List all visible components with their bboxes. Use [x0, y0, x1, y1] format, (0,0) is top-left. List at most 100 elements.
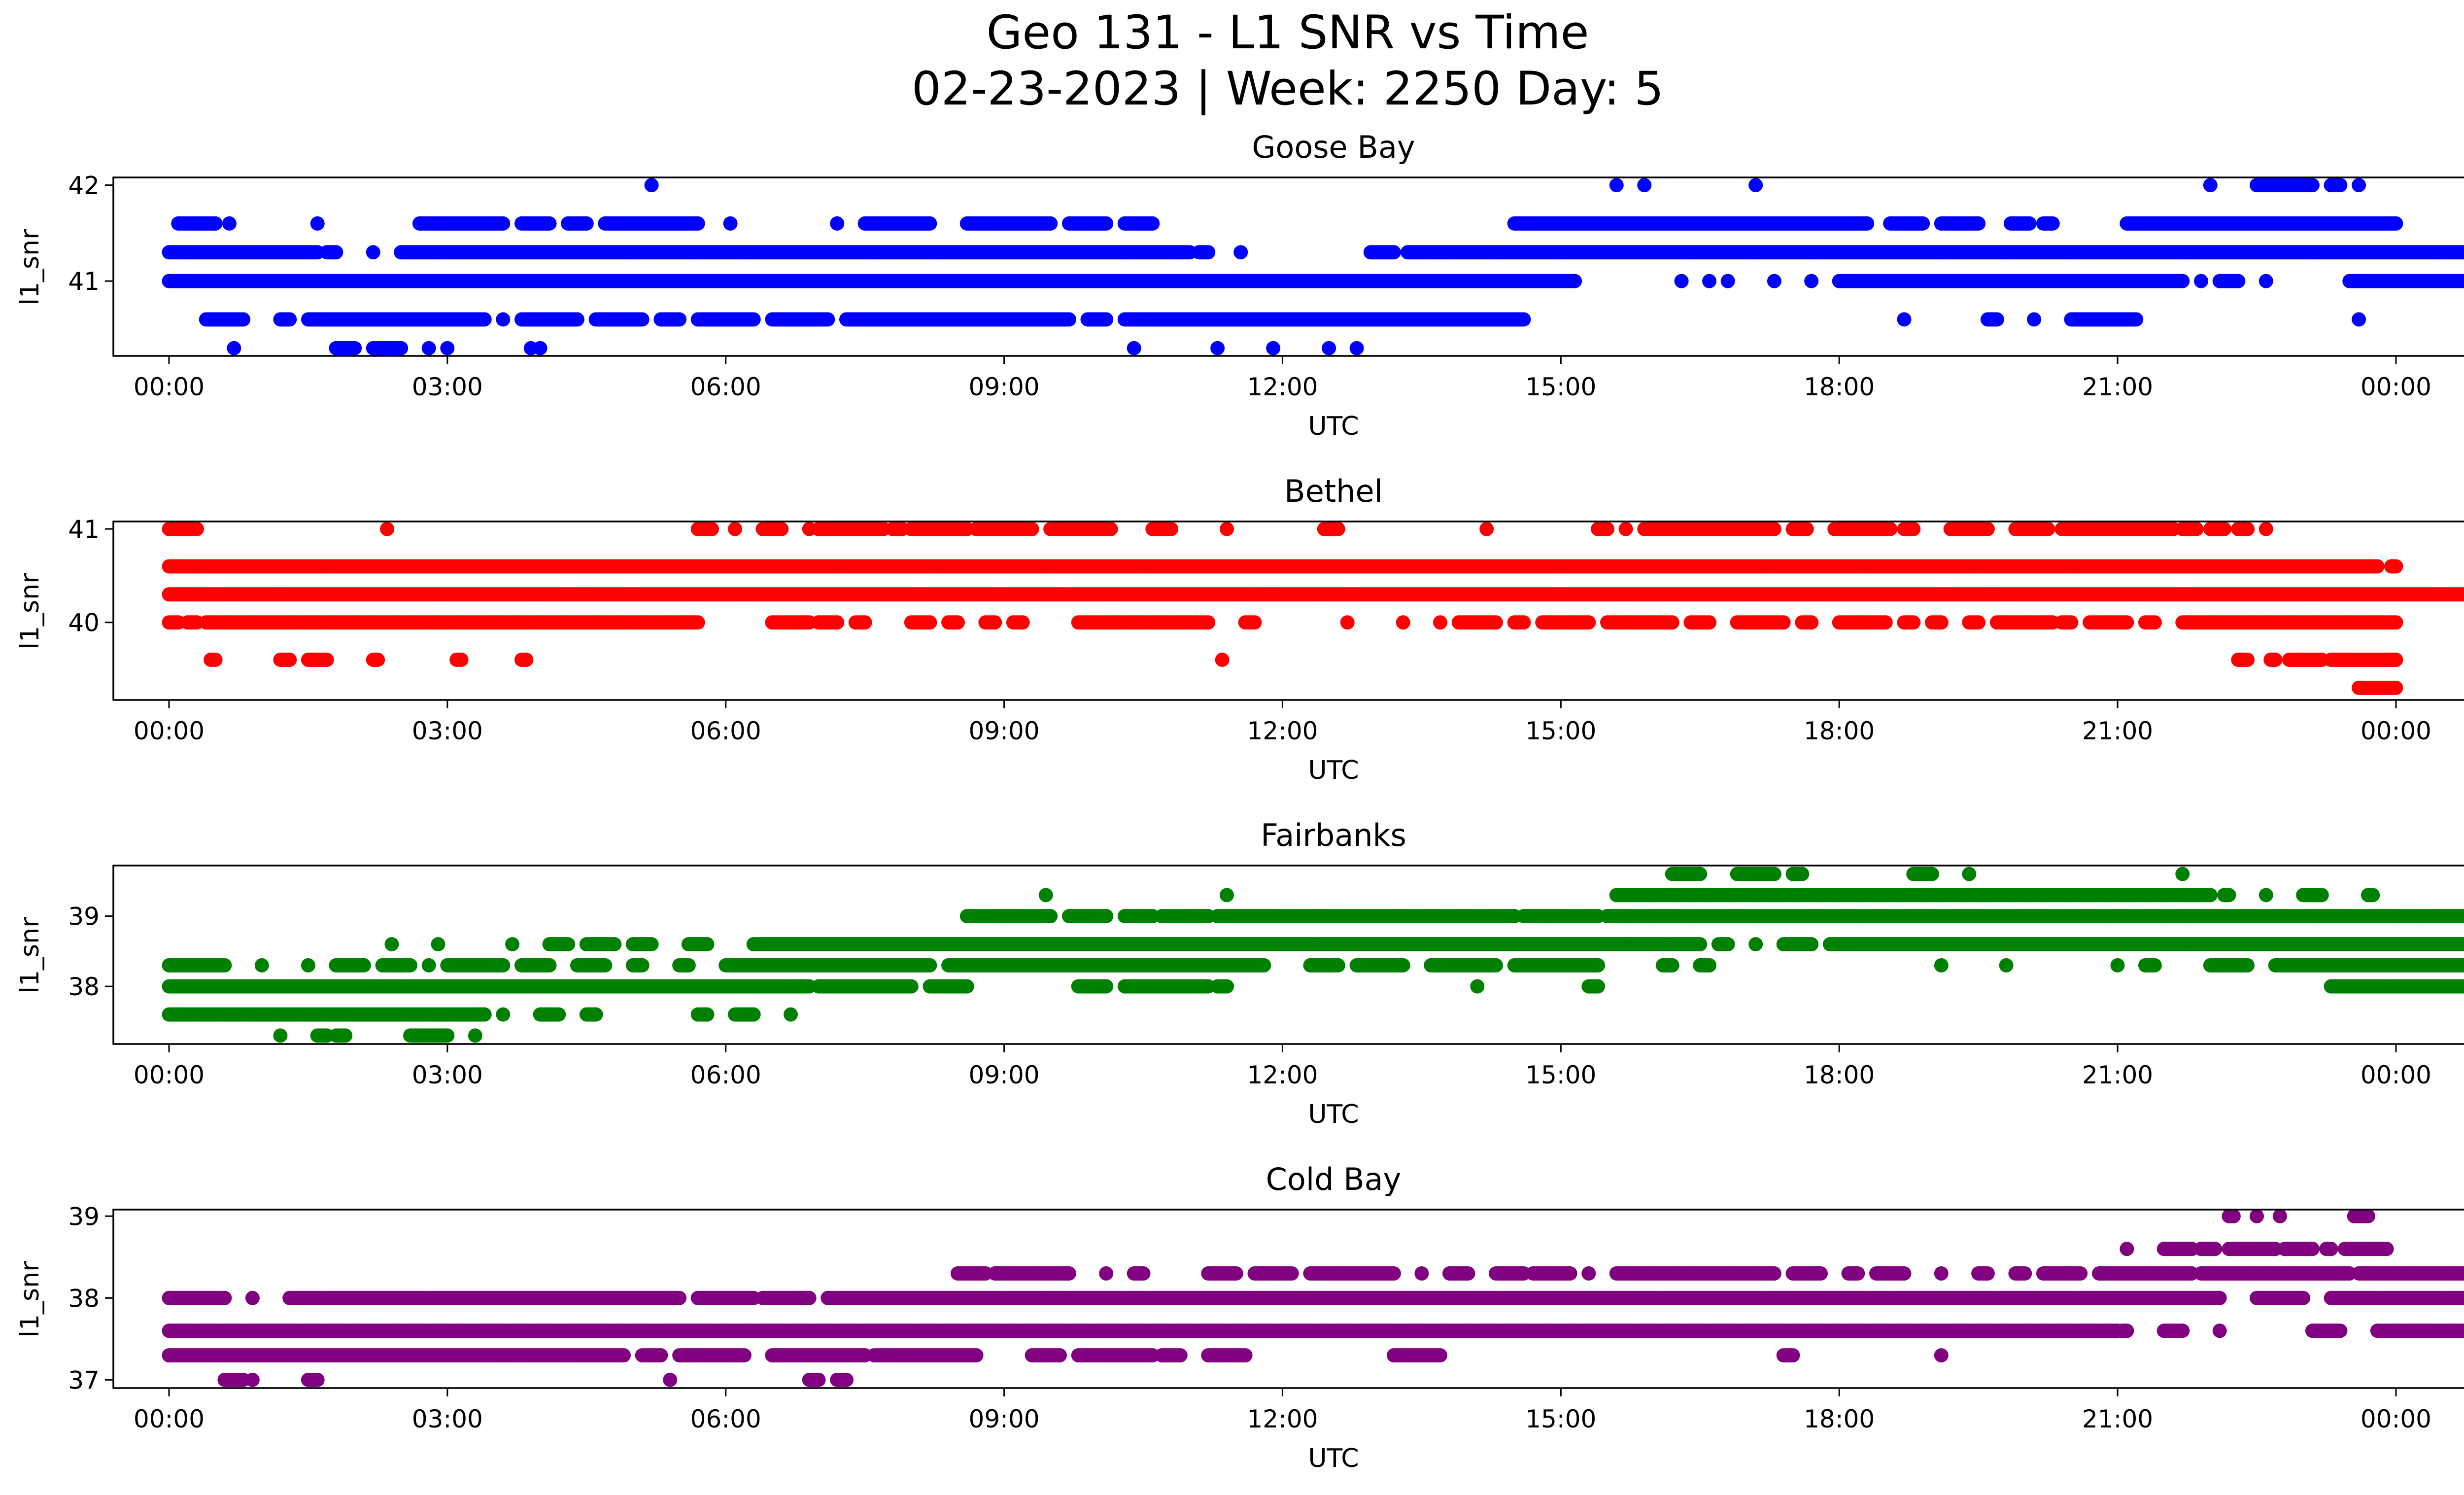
data-point — [705, 522, 719, 536]
x-axis-label: UTC — [1308, 412, 1359, 441]
x-tick-label: 06:00 — [690, 373, 761, 401]
data-point — [394, 341, 409, 355]
data-point — [1568, 274, 1582, 288]
data-point — [690, 216, 705, 231]
data-point — [2461, 246, 2464, 258]
data-point — [190, 522, 204, 536]
data-point — [1804, 274, 1819, 288]
data-point — [644, 178, 659, 193]
data-point — [2259, 274, 2273, 288]
data-point — [1220, 522, 1234, 536]
data-point — [1164, 522, 1178, 536]
data-point — [2022, 216, 2037, 231]
data-point — [1799, 522, 1814, 536]
x-tick-label: 21:00 — [2082, 373, 2153, 401]
data-point — [579, 216, 594, 231]
subplot-goose-bay: Goose Bay 00:00 03:00 06:00 09:00 12:00 15:00… — [15, 129, 2464, 441]
data-point — [1145, 216, 1160, 231]
data-point — [1266, 341, 1281, 355]
data-point — [2175, 274, 2190, 288]
data-point — [1860, 216, 1875, 231]
subplot-title: Bethel — [1284, 473, 1383, 509]
data-point — [570, 312, 584, 327]
y-tick-label: 41 — [68, 267, 100, 296]
data-point — [1516, 312, 1531, 327]
figure-title-line1: Geo 131 - L1 SNR vs Time — [987, 6, 1589, 60]
data-point — [1210, 341, 1225, 355]
data-point — [1609, 178, 1624, 193]
data-point — [1600, 522, 1614, 536]
data-point — [222, 216, 237, 231]
data-point — [1989, 312, 2004, 327]
data-point — [496, 216, 511, 231]
data-point — [2461, 275, 2464, 287]
x-tick-label: 09:00 — [969, 373, 1040, 401]
data-point — [1061, 312, 1076, 327]
data-point — [1025, 522, 1039, 536]
x-tick-label: 15:00 — [1525, 373, 1596, 401]
y-axis-label: l1_snr — [15, 229, 45, 306]
data-point — [1618, 522, 1633, 536]
data-point — [477, 312, 492, 327]
data-point — [1099, 216, 1114, 231]
scatter-series — [162, 178, 2464, 355]
x-tick-label: 12:00 — [1247, 373, 1318, 401]
data-point — [2045, 216, 2060, 231]
data-point — [635, 312, 650, 327]
data-point — [821, 312, 835, 327]
data-point — [1637, 178, 1652, 193]
data-point — [310, 216, 325, 231]
axes-frame — [112, 176, 2464, 357]
data-point — [496, 312, 511, 327]
data-point — [1720, 274, 1735, 288]
subplot-title: Goose Bay — [1252, 129, 1415, 165]
data-point — [1201, 245, 1216, 260]
data-point — [329, 245, 343, 260]
data-point — [1980, 522, 1995, 536]
data-point — [440, 341, 455, 355]
data-point — [2217, 522, 2232, 536]
data-point — [1748, 178, 1763, 193]
data-point — [2027, 312, 2042, 327]
data-point — [1971, 216, 1986, 231]
data-point — [1233, 245, 1248, 260]
data-point — [1916, 216, 1930, 231]
data-point — [774, 522, 789, 536]
data-point — [1349, 341, 1364, 355]
figure-title-line2: 02-23-2023 | Week: 2250 Day: 5 — [912, 62, 1664, 116]
data-point — [2041, 522, 2055, 536]
data-point — [282, 312, 297, 327]
data-point — [728, 522, 742, 536]
data-point — [2305, 178, 2320, 193]
data-point — [2259, 522, 2273, 536]
data-point — [2203, 178, 2218, 193]
data-point — [236, 312, 251, 327]
data-point — [2129, 312, 2144, 327]
x-tick-label: 00:00 — [134, 373, 205, 401]
data-point — [533, 341, 548, 355]
data-point — [1702, 274, 1717, 288]
data-point — [2389, 216, 2403, 231]
data-point — [380, 522, 394, 536]
data-point — [366, 245, 380, 260]
data-point — [923, 216, 937, 231]
data-point — [1103, 522, 1118, 536]
data-point — [1767, 274, 1781, 288]
data-point — [208, 216, 223, 231]
x-tick-label: 03:00 — [412, 373, 483, 401]
data-point — [2352, 312, 2366, 327]
data-point — [1127, 341, 1141, 355]
data-point — [347, 341, 362, 355]
data-point — [723, 216, 738, 231]
data-point — [1322, 341, 1336, 355]
data-point — [2189, 522, 2204, 536]
data-point — [1386, 245, 1401, 260]
x-tick-label: 18:00 — [1804, 373, 1875, 401]
data-point — [746, 312, 761, 327]
data-point — [421, 341, 436, 355]
data-point — [1883, 522, 1898, 536]
scatter-series — [162, 522, 2464, 695]
data-point — [1897, 312, 1912, 327]
x-tick-label: 00:00 — [2361, 373, 2431, 401]
data-point — [2194, 274, 2208, 288]
